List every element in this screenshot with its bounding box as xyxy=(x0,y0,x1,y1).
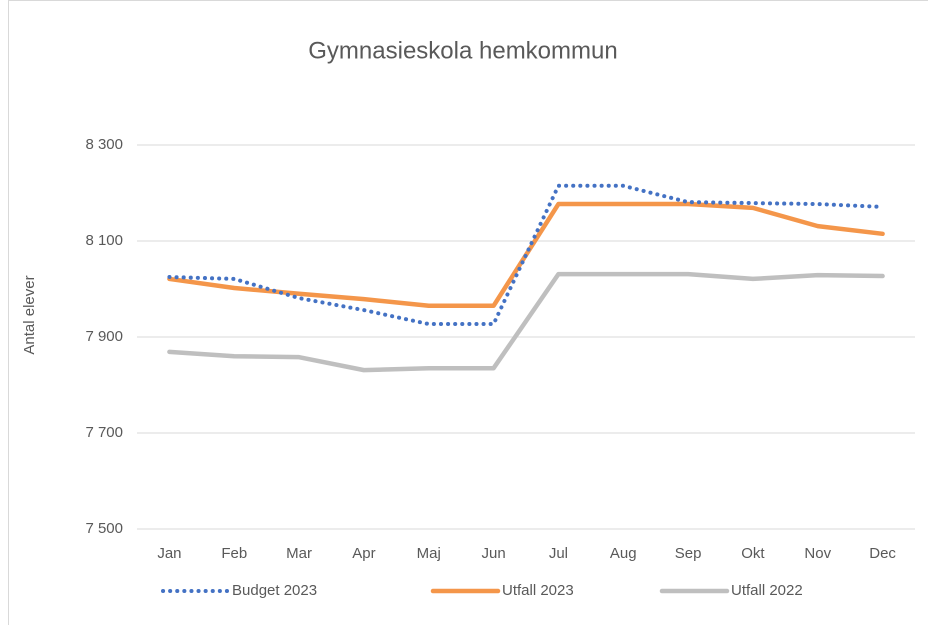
x-tick-label: Jun xyxy=(481,545,505,562)
legend-label: Utfall 2023 xyxy=(502,582,574,599)
x-tick-label: Mar xyxy=(286,545,312,562)
y-tick-label: 7 500 xyxy=(85,520,123,537)
x-tick-label: Jul xyxy=(549,545,568,562)
y-axis-label: Antal elever xyxy=(21,275,38,354)
x-tick-label: Jan xyxy=(157,545,181,562)
legend-label: Utfall 2022 xyxy=(731,582,803,599)
x-tick-label: Feb xyxy=(221,545,247,562)
x-tick-label: Nov xyxy=(804,545,831,562)
x-tick-label: Apr xyxy=(352,545,375,562)
y-tick-label: 7 900 xyxy=(85,328,123,345)
line-series xyxy=(167,271,885,373)
x-tick-label: Okt xyxy=(741,545,765,562)
line-series xyxy=(167,183,885,327)
y-tick-label: 8 100 xyxy=(85,232,123,249)
y-tick-label: 8 300 xyxy=(85,136,123,153)
x-tick-label: Dec xyxy=(869,545,896,562)
legend-label: Budget 2023 xyxy=(232,582,317,599)
x-tick-label: Maj xyxy=(417,545,441,562)
chart-frame xyxy=(8,0,928,625)
y-tick-label: 7 700 xyxy=(85,424,123,441)
chart-title: Gymnasieskola hemkommun xyxy=(308,37,617,64)
x-tick-label: Sep xyxy=(675,545,702,562)
x-tick-label: Aug xyxy=(610,545,637,562)
